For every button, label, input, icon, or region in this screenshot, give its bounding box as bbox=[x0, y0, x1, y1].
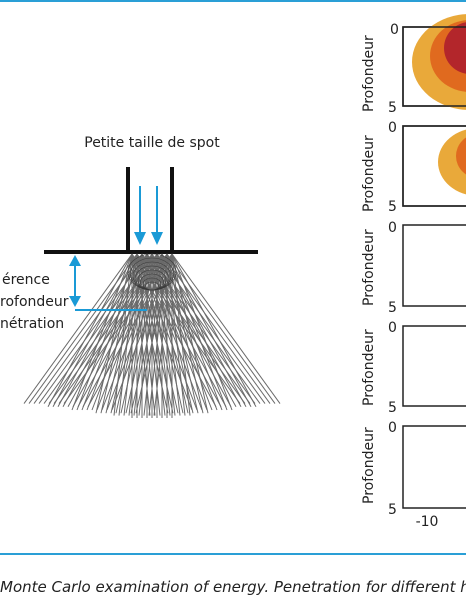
scatter-ray bbox=[166, 253, 276, 404]
heatmap-panel-2: Profondeur 0 5 bbox=[361, 120, 466, 215]
scatter-ray bbox=[166, 253, 252, 408]
ytick-bottom-panel-2: 5 bbox=[388, 199, 397, 215]
scatter-ray bbox=[111, 253, 173, 411]
heat-blob-2 bbox=[438, 129, 466, 195]
ylabel-panel-5: Profondeur bbox=[361, 427, 377, 504]
ytick-top-panel-5: 0 bbox=[388, 420, 397, 436]
scatter-ray bbox=[38, 253, 148, 404]
scatter-ray bbox=[171, 253, 209, 414]
scatter-ray bbox=[171, 253, 233, 411]
annotation-line-3: nétration bbox=[0, 316, 64, 332]
scatter-ray bbox=[161, 253, 181, 416]
scatter-ray bbox=[58, 253, 168, 404]
scatter-ray bbox=[43, 253, 153, 404]
annotation-line-1: érence bbox=[2, 272, 50, 288]
penetration-illustration: Petite taille de spot érence rofondeur n… bbox=[0, 135, 281, 418]
ytick-top-panel-3: 0 bbox=[388, 220, 397, 236]
scatter-mesh-ring bbox=[145, 281, 159, 291]
spot-size-title: Petite taille de spot bbox=[84, 135, 220, 151]
scatter-ray bbox=[153, 253, 173, 416]
scatter-ray bbox=[96, 253, 158, 411]
scatter-ray bbox=[166, 253, 228, 411]
scatter-ray bbox=[148, 253, 168, 416]
top-accent-rule bbox=[0, 0, 466, 2]
scatter-ray bbox=[171, 253, 257, 408]
scatter-ray bbox=[71, 253, 133, 411]
scatter-ray bbox=[130, 253, 168, 414]
heatmap-panel-5: Profondeur 0 5 -10 bbox=[361, 420, 466, 530]
ytick-top-panel-1: 0 bbox=[390, 22, 399, 38]
scatter-ray bbox=[91, 253, 153, 411]
bottom-accent-rule bbox=[0, 553, 466, 555]
ytick-top-panel-2: 0 bbox=[388, 120, 397, 136]
scattering-ray-fan bbox=[23, 253, 281, 418]
scatter-ray bbox=[101, 253, 163, 411]
scatter-ray bbox=[171, 253, 281, 404]
ylabel-panel-3: Profondeur bbox=[361, 229, 377, 306]
scatter-ray bbox=[156, 253, 242, 408]
scatter-ray bbox=[115, 253, 153, 414]
figure-caption: Monte Carlo examination of energy. Penet… bbox=[0, 578, 466, 596]
ylabel-panel-2: Profondeur bbox=[361, 135, 377, 212]
scatter-ray bbox=[76, 253, 138, 411]
heatmap-panel-3: Profondeur 0 5 bbox=[361, 220, 466, 316]
scatter-ray bbox=[28, 253, 138, 404]
scatter-ray bbox=[48, 253, 158, 404]
scatter-ray bbox=[143, 253, 163, 416]
scatter-ray bbox=[120, 253, 158, 414]
scatter-ray bbox=[86, 253, 148, 411]
heatmap-panel-1: Profondeur 0 5 bbox=[361, 14, 466, 116]
heatmap-panel-4: Profondeur 0 5 bbox=[361, 320, 466, 416]
depth-heatmap-panels: Profondeur 0 5 Profondeur 0 5 Profondeur… bbox=[361, 14, 466, 530]
ytick-bottom-panel-4: 5 bbox=[388, 400, 397, 416]
scatter-ray bbox=[23, 253, 133, 404]
ylabel-panel-1: Profondeur bbox=[361, 35, 377, 112]
ytick-bottom-panel-1: 5 bbox=[388, 100, 397, 116]
scatter-ray bbox=[161, 253, 271, 404]
scatter-ray bbox=[106, 253, 168, 411]
scatter-ray bbox=[53, 253, 163, 404]
ytick-bottom-panel-3: 5 bbox=[388, 300, 397, 316]
incoming-beam-arrows bbox=[134, 186, 163, 245]
scatter-ray bbox=[110, 253, 148, 414]
xtick-left: -10 bbox=[416, 514, 439, 530]
ytick-top-panel-4: 0 bbox=[388, 320, 397, 336]
scatter-ray bbox=[33, 253, 143, 404]
heat-blob-1 bbox=[412, 14, 466, 110]
scatter-ray bbox=[161, 253, 247, 408]
scatter-ray bbox=[125, 253, 163, 414]
ylabel-panel-4: Profondeur bbox=[361, 329, 377, 406]
scatter-ray bbox=[171, 253, 191, 416]
ytick-bottom-panel-5: 5 bbox=[388, 502, 397, 518]
penetration-depth-marker bbox=[69, 255, 147, 311]
scatter-ray bbox=[63, 253, 173, 404]
annotation-line-2: rofondeur bbox=[0, 294, 69, 310]
